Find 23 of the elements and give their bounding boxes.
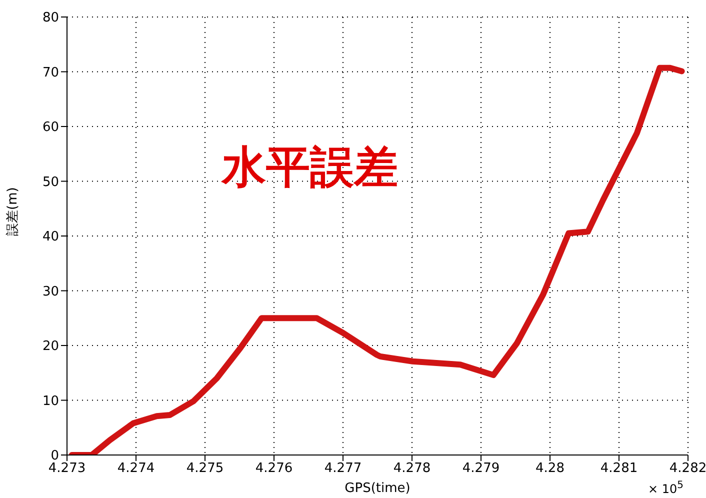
y-tick-label: 20 — [42, 339, 59, 354]
x-axis-title: GPS(time) — [344, 481, 410, 496]
y-tick-label: 30 — [42, 284, 59, 300]
x-tick-label: 4.28 — [536, 461, 564, 476]
x-tick-label: 4.282 — [669, 461, 706, 476]
x-tick-label: 4.275 — [186, 461, 224, 476]
y-tick-label: 40 — [42, 230, 59, 245]
y-axis-title: 誤差(m) — [6, 187, 21, 236]
x-tick-label: 4.274 — [117, 461, 155, 476]
chart-heading: 水平誤差 — [222, 141, 398, 195]
y-tick-label: 0 — [50, 448, 59, 464]
y-tick-label: 80 — [42, 10, 59, 26]
y-tick-label: 70 — [42, 65, 59, 80]
x-tick-label: 4.281 — [600, 461, 638, 476]
x-tick-label: 4.276 — [255, 461, 293, 476]
x-tick-label: 4.278 — [393, 461, 431, 476]
x-tick-label: 4.277 — [324, 461, 362, 476]
y-tick-label: 10 — [42, 394, 59, 409]
x-tick-label: 4.279 — [462, 461, 500, 476]
text: × 10$^{5}$ — [648, 480, 684, 496]
y-tick-label: 50 — [42, 174, 59, 190]
x-tick-label: 4.273 — [48, 461, 86, 476]
y-tick-label: 60 — [42, 120, 59, 136]
